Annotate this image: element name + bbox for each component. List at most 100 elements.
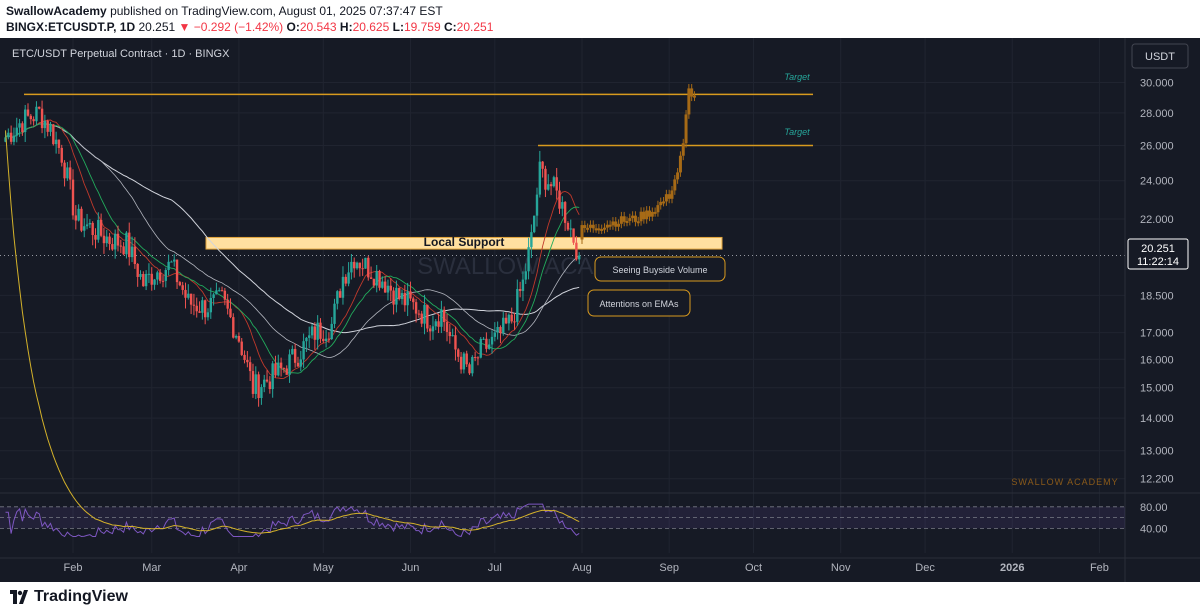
candle-body	[32, 119, 35, 122]
candle-body	[398, 287, 401, 300]
candle-body	[43, 120, 47, 129]
candle-body	[232, 317, 235, 338]
target-label-1: Target	[784, 72, 810, 82]
projection-body	[622, 216, 626, 222]
candle-body	[288, 354, 291, 375]
y-tick-label: 28.000	[1140, 108, 1174, 120]
candle-body	[35, 106, 38, 122]
projection-body	[583, 225, 587, 229]
candle-body	[108, 236, 111, 245]
candle-body	[510, 314, 513, 322]
candle-body	[372, 278, 376, 286]
author-name[interactable]: SwallowAcademy	[6, 4, 107, 18]
candle-body	[46, 120, 49, 132]
low-label: L:	[392, 20, 404, 34]
candle-body	[209, 297, 212, 313]
price-axis[interactable]: 30.000 28.000 26.000 24.000 22.000 18.500 17.0…	[1124, 38, 1174, 582]
projection-body	[647, 210, 651, 217]
candle-body	[575, 242, 578, 260]
tradingview-logo-icon	[10, 590, 28, 604]
candle-body	[389, 285, 392, 291]
candle-body	[178, 282, 182, 286]
candle-body	[381, 281, 384, 288]
candle-body	[423, 304, 426, 324]
candle-body	[521, 279, 525, 291]
candle-body	[181, 285, 184, 290]
candle-body	[361, 268, 364, 270]
projection-body	[650, 211, 654, 217]
y-tick-label: 13.000	[1140, 446, 1174, 458]
candle-body	[111, 244, 114, 250]
projection-body	[667, 194, 671, 199]
candle-body	[122, 246, 125, 255]
candle-body	[459, 356, 463, 370]
currency-badge-bg[interactable]	[1131, 43, 1189, 69]
candle-body	[462, 353, 466, 370]
candle-body	[487, 344, 491, 349]
chart-panel[interactable]: SWALLOW ACADEMY ETC/USDT Perpetual Contr…	[0, 38, 1200, 582]
projection-body	[664, 194, 668, 202]
y-tick-label: 14.000	[1140, 413, 1174, 425]
candle-body	[218, 290, 221, 292]
candle-body	[412, 298, 415, 303]
rsi-pane[interactable]: 80.00 40.00	[0, 130, 1200, 538]
candle-body	[198, 311, 201, 313]
projection-body	[617, 223, 621, 227]
projection-body	[659, 201, 663, 206]
candle-body	[60, 147, 63, 163]
y-tick-label: 18.500	[1140, 290, 1174, 302]
candle-body	[206, 312, 210, 318]
candle-body	[279, 362, 283, 369]
volume-callout-box[interactable]	[594, 256, 726, 282]
volume-callout: Seeing Buyside Volume	[612, 265, 707, 275]
candle-body	[316, 322, 319, 340]
tradingview-logo[interactable]: TradingView	[10, 588, 128, 606]
y-tick-label: 30.000	[1140, 77, 1174, 89]
candle-body	[383, 281, 387, 293]
candle-body	[499, 326, 502, 333]
candle-body	[375, 271, 378, 286]
ema-callout-box[interactable]	[587, 289, 691, 317]
price-chart[interactable]: SWALLOW ACADEMY ETC/USDT Perpetual Contr…	[0, 38, 1200, 582]
candle-body	[319, 322, 322, 339]
projection-body	[600, 228, 604, 231]
candle-body	[507, 314, 511, 324]
candle-body	[448, 331, 452, 337]
ema-green-line	[5, 123, 580, 374]
projection-body	[639, 211, 643, 222]
x-tick-label: Apr	[230, 562, 247, 574]
projection-body	[631, 215, 635, 219]
close-value: 20.251	[456, 20, 494, 34]
candle-body	[184, 289, 187, 298]
ohlc-line: BINGX:ETCUSDT.P, 1D 20.251 ▼ −0.292 (−1.…	[6, 20, 493, 34]
candle-body	[417, 313, 421, 315]
candle-body	[572, 228, 575, 243]
candle-body	[386, 285, 390, 293]
candle-body	[113, 233, 117, 250]
candle-body	[23, 109, 27, 133]
grid	[0, 38, 1125, 553]
candle-body	[201, 300, 204, 313]
projection-body	[636, 221, 640, 224]
candle-body	[147, 273, 151, 275]
candle-body	[569, 228, 572, 230]
high-value: 20.625	[352, 20, 390, 34]
candle-body	[299, 359, 302, 367]
candle-body	[18, 123, 21, 128]
projection-body	[670, 190, 674, 199]
x-tick-label: Feb	[1090, 562, 1109, 574]
candle-body	[139, 273, 142, 277]
candle-body	[203, 300, 207, 318]
x-tick-label: 2026	[1000, 562, 1024, 574]
candle-body	[52, 124, 55, 145]
candle-body	[125, 232, 128, 255]
candle-body	[80, 208, 83, 231]
candle-body	[479, 338, 482, 358]
currency-badge[interactable]: USDT	[1145, 51, 1175, 63]
publish-header: SwallowAcademy published on TradingView.…	[0, 0, 1200, 36]
y-tick-label: 16.000	[1140, 354, 1174, 366]
candle-body	[313, 326, 317, 340]
candle-body	[527, 247, 530, 272]
time-axis[interactable]: Feb Mar Apr May Jun Jul Aug Sep Oct Nov Dec 2026 Feb	[0, 557, 1200, 574]
candle-body	[144, 273, 148, 287]
